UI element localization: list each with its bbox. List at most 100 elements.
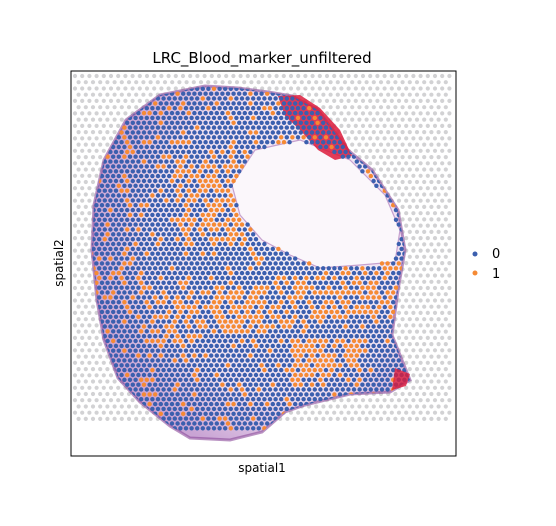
data-point-category-0 <box>119 227 124 232</box>
data-point-category-1 <box>259 256 264 261</box>
background-spot <box>123 73 128 79</box>
background-spot <box>422 267 427 272</box>
background-spot <box>422 117 427 122</box>
data-point-category-0 <box>321 130 326 135</box>
data-point-category-1 <box>220 237 225 242</box>
data-point-category-0 <box>102 256 108 261</box>
background-spot <box>76 254 81 259</box>
background-spot <box>368 73 373 79</box>
background-spot <box>80 323 85 328</box>
data-point-category-0 <box>276 120 281 126</box>
background-spot <box>371 416 376 421</box>
background-spot <box>314 416 319 421</box>
data-point-category-0 <box>315 140 320 145</box>
data-point-category-0 <box>175 227 180 232</box>
background-spot <box>418 285 423 291</box>
data-point-category-0 <box>262 251 267 256</box>
data-point-category-0 <box>223 270 228 276</box>
background-spot <box>407 317 412 322</box>
data-point-category-0 <box>111 154 116 159</box>
data-point-category-0 <box>175 130 180 135</box>
data-point-category-1 <box>211 203 217 208</box>
data-point-category-0 <box>287 256 292 261</box>
data-point-category-0 <box>211 106 217 111</box>
data-point-category-0 <box>181 266 186 271</box>
data-point-category-0 <box>391 261 396 266</box>
data-point-category-0 <box>94 261 99 266</box>
data-point-category-0 <box>217 212 222 218</box>
background-spot <box>411 86 416 91</box>
data-point-category-1 <box>231 207 236 213</box>
background-spot <box>443 329 448 334</box>
background-spot <box>357 80 362 85</box>
data-point-category-0 <box>195 164 200 169</box>
background-spot <box>429 354 434 359</box>
background-spot <box>436 292 441 297</box>
data-point-category-0 <box>220 159 225 164</box>
data-point-category-0 <box>192 101 197 106</box>
background-spot <box>83 404 88 409</box>
background-spot <box>440 298 445 303</box>
data-point-category-0 <box>183 270 189 276</box>
background-spot <box>443 317 448 322</box>
data-point-category-0 <box>130 237 135 242</box>
background-spot <box>447 360 452 365</box>
data-point-category-0 <box>172 154 177 159</box>
data-point-category-1 <box>130 256 135 261</box>
data-point-category-1 <box>102 237 108 242</box>
background-spot <box>108 373 114 378</box>
data-point-category-0 <box>167 270 172 276</box>
data-point-category-0 <box>108 198 113 203</box>
background-spot <box>80 73 85 79</box>
background-spot <box>425 236 430 241</box>
background-spot <box>357 117 362 122</box>
data-point-category-1 <box>211 86 217 92</box>
data-point-category-0 <box>293 120 298 126</box>
data-point-category-0 <box>270 266 275 271</box>
data-point-category-0 <box>125 159 130 164</box>
background-spot <box>429 254 434 259</box>
data-point-category-0 <box>234 144 239 150</box>
background-spot <box>432 211 438 216</box>
background-spot <box>339 86 344 91</box>
background-spot <box>414 379 420 384</box>
data-point-category-0 <box>105 212 110 218</box>
background-spot <box>90 130 96 135</box>
background-spot <box>414 267 420 272</box>
background-spot <box>389 136 394 141</box>
data-point-category-0 <box>371 178 376 184</box>
background-spot <box>400 391 405 397</box>
background-spot <box>400 130 405 135</box>
background-spot <box>368 398 373 403</box>
background-spot <box>443 155 448 160</box>
data-point-category-0 <box>127 222 133 227</box>
background-spot <box>411 373 416 378</box>
data-point-category-0 <box>228 135 233 140</box>
background-spot <box>80 211 85 216</box>
background-spot <box>432 335 438 340</box>
data-point-category-0 <box>189 106 194 111</box>
data-point-category-0 <box>253 110 259 116</box>
data-point-category-0 <box>111 144 116 150</box>
data-point-category-0 <box>144 173 149 179</box>
background-spot <box>83 92 88 97</box>
background-spot <box>90 105 96 110</box>
background-spot <box>324 73 330 79</box>
data-point-category-0 <box>262 261 267 266</box>
background-spot <box>414 416 420 421</box>
data-point-category-0 <box>281 110 287 116</box>
data-point-category-1 <box>312 115 317 121</box>
data-point-category-0 <box>141 178 147 184</box>
background-spot <box>76 354 81 359</box>
background-spot <box>425 410 430 415</box>
data-point-category-0 <box>111 164 116 169</box>
background-spot <box>270 80 276 85</box>
data-point-category-0 <box>242 140 247 145</box>
data-point-category-0 <box>203 120 208 126</box>
background-spot <box>411 148 416 153</box>
data-point-category-0 <box>158 217 163 222</box>
background-spot <box>112 404 117 409</box>
background-spot <box>418 273 423 278</box>
data-point-category-0 <box>256 241 261 247</box>
data-point-category-0 <box>161 96 166 101</box>
